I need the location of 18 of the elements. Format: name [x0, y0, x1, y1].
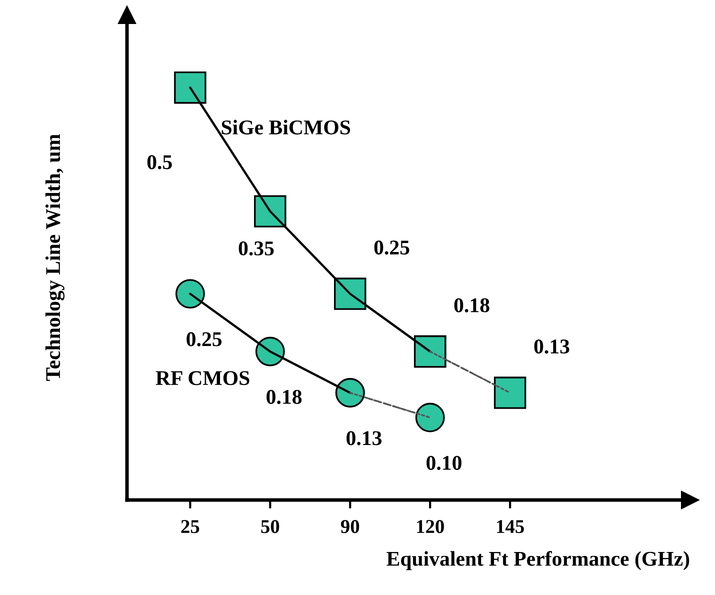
series-label: SiGe BiCMOS: [222, 120, 350, 134]
x-tick-label: 90: [340, 520, 360, 534]
x-axis-title: Equivalent Ft Performance (GHz): [386, 550, 690, 570]
data-label: 0.25: [374, 240, 410, 255]
data-label: 0.13: [534, 339, 570, 354]
data-label: 0.5: [147, 155, 172, 170]
x-tick-label: 50: [261, 520, 280, 534]
data-label: 0.25: [186, 332, 222, 346]
data-label: 0.13: [346, 431, 382, 446]
y-axis-title: Technology Line Width, um: [45, 134, 64, 381]
data-label: 0.18: [266, 390, 302, 404]
x-tick-label: 145: [497, 520, 524, 534]
x-tick-label: 25: [181, 520, 200, 534]
data-label: 0.18: [454, 298, 490, 312]
data-label: 0.10: [426, 456, 462, 470]
data-label: 0.35: [238, 241, 274, 256]
series-label: RF CMOS: [156, 371, 250, 386]
x-tick-label: 120: [417, 520, 444, 534]
